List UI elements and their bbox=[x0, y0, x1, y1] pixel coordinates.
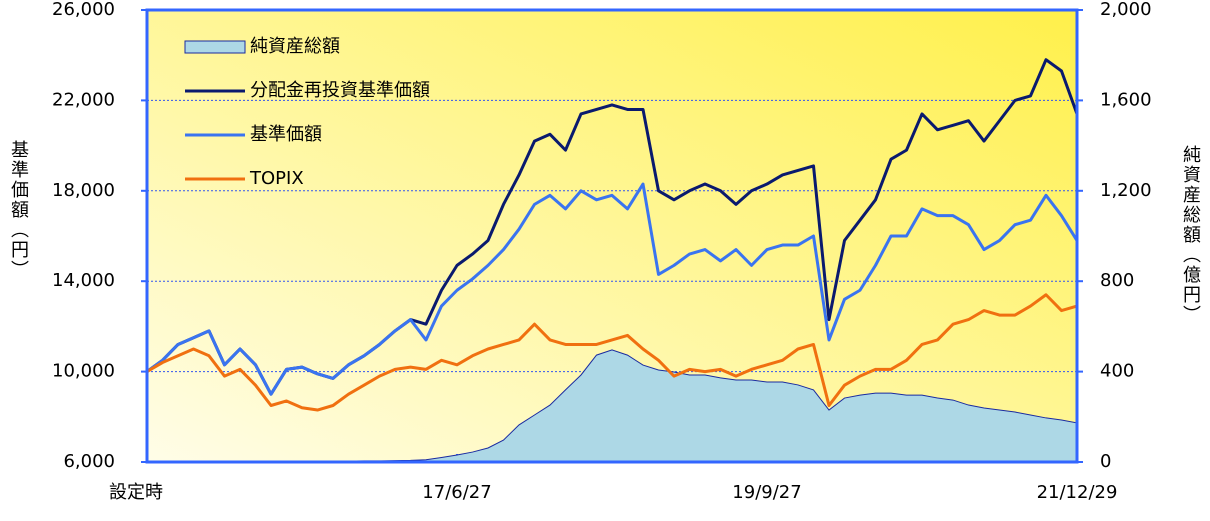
y2-axis-title: 純資産総額（億円） bbox=[1180, 145, 1201, 325]
y2-tick-label: 1,600 bbox=[1100, 89, 1152, 110]
y2-tick-label: 2,000 bbox=[1100, 0, 1152, 20]
y-tick-label: 6,000 bbox=[63, 451, 115, 472]
line bbox=[146, 293, 1078, 412]
x-tick-label: 21/12/29 bbox=[1037, 482, 1118, 503]
legend-label: 分配金再投資基準価額 bbox=[250, 80, 430, 101]
x-tick-label: 設定時 bbox=[109, 482, 163, 503]
labels: 6,000 10,000 14,000 18,000 22,000 26,000 0 400 8… bbox=[52, 0, 1152, 503]
line bbox=[146, 182, 1079, 396]
y-tick-label: 10,000 bbox=[52, 361, 115, 382]
legend-label: 純資産総額 bbox=[250, 36, 340, 57]
y-tick-label: 18,000 bbox=[52, 180, 115, 201]
plot-frame bbox=[145, 8, 1079, 464]
legend-label: TOPIX bbox=[249, 168, 304, 189]
legend-swatch bbox=[184, 40, 246, 54]
x-tick-label: 19/9/27 bbox=[732, 482, 801, 503]
y-tick-label: 22,000 bbox=[52, 89, 115, 110]
legend-label: 基準価額 bbox=[250, 124, 322, 145]
y-axis-title: 基準価額（円） bbox=[8, 140, 29, 280]
y2-tick-label: 800 bbox=[1100, 270, 1134, 291]
y-tick-label: 14,000 bbox=[52, 270, 115, 291]
y2-tick-label: 400 bbox=[1100, 361, 1134, 382]
x-tick-label: 17/6/27 bbox=[422, 482, 491, 503]
y-tick-label: 26,000 bbox=[52, 0, 115, 20]
y2-tick-label: 1,200 bbox=[1100, 180, 1152, 201]
y2-tick-label: 0 bbox=[1100, 451, 1111, 472]
